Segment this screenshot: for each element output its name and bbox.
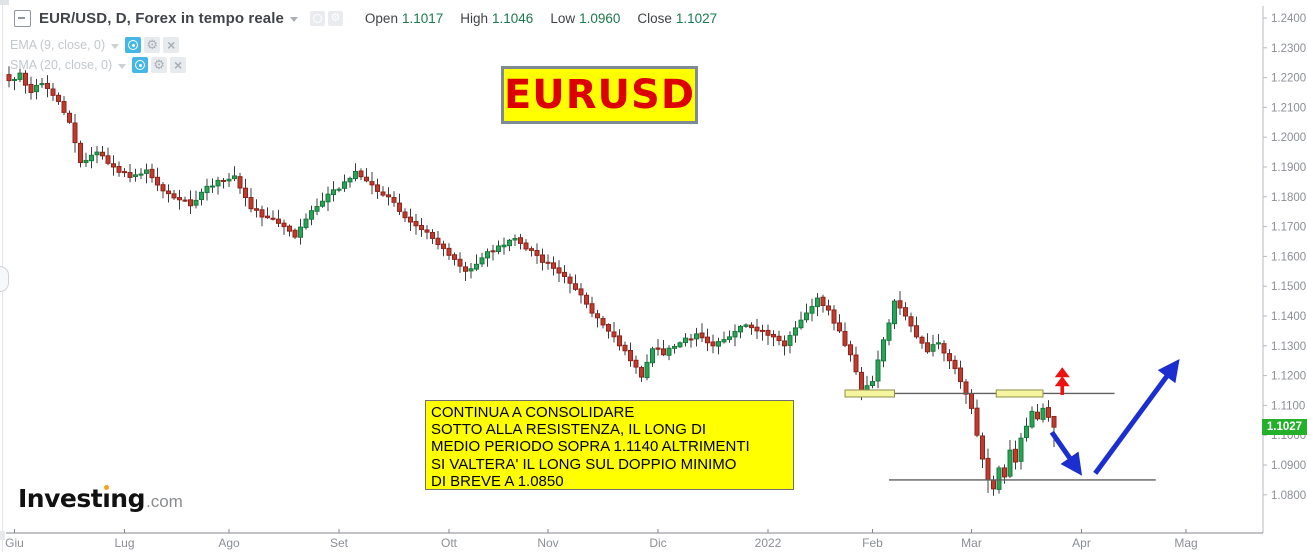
indicator-row-ema: EMA (9, close, 0) ⚙ × xyxy=(10,37,182,53)
svg-text:Giu: Giu xyxy=(5,536,24,550)
symbol-title[interactable]: EUR/USD, D, Forex in tempo reale xyxy=(39,10,284,27)
indicator-label[interactable]: EMA (9, close, 0) xyxy=(10,38,106,52)
note-line: SOTTO ALLA RESISTENZA, IL LONG DI xyxy=(431,421,707,439)
svg-text:Set: Set xyxy=(330,536,349,550)
logo-text: Investıng xyxy=(18,484,145,513)
svg-text:Apr: Apr xyxy=(1072,536,1091,550)
visibility-eye-icon[interactable] xyxy=(125,37,142,53)
highlight-boxes[interactable] xyxy=(844,389,1044,398)
blue-up-arrow[interactable] xyxy=(1093,358,1180,475)
note-line: MEDIO PERIODO SOPRA 1.1140 ALTRIMENTI xyxy=(431,438,750,456)
note-line: CONTINUA A CONSOLIDARE xyxy=(431,404,635,421)
visibility-eye-icon[interactable] xyxy=(132,57,149,73)
gear-icon[interactable]: ⚙ xyxy=(327,11,343,26)
svg-text:Ago: Ago xyxy=(218,536,240,550)
svg-text:1.2000: 1.2000 xyxy=(1271,132,1306,144)
level-lines[interactable] xyxy=(845,392,1156,481)
pair-label-annotation[interactable]: EURUSD xyxy=(501,66,698,124)
svg-text:Feb: Feb xyxy=(862,536,883,550)
pair-label-text: EURUSD xyxy=(503,72,696,118)
logo-suffix: .com xyxy=(145,492,183,511)
svg-text:1.1500: 1.1500 xyxy=(1271,281,1306,293)
blue-trend-arrows[interactable] xyxy=(1049,358,1180,476)
svg-text:1.2300: 1.2300 xyxy=(1271,43,1306,55)
ohlc-open: Open 1.1017 xyxy=(364,11,444,26)
svg-text:1.1700: 1.1700 xyxy=(1271,222,1306,234)
note-line: DI BREVE A 1.0850 xyxy=(431,472,564,490)
svg-text:1.2100: 1.2100 xyxy=(1271,102,1306,114)
candlestick-series xyxy=(6,66,1057,496)
svg-text:1.1300: 1.1300 xyxy=(1271,341,1306,353)
axis-corner-fragment xyxy=(0,531,5,540)
ohlc-low: Low 1.0960 xyxy=(550,11,621,26)
note-line: SI VALTERA' IL LONG SUL DOPPIO MINIMO xyxy=(431,455,737,473)
close-x-icon[interactable]: × xyxy=(170,57,187,73)
svg-text:1.1200: 1.1200 xyxy=(1271,371,1306,383)
indicator-label[interactable]: SMA (20, close, 0) xyxy=(10,58,113,72)
svg-text:Dic: Dic xyxy=(649,536,666,550)
svg-text:1.0900: 1.0900 xyxy=(1271,460,1306,472)
time-axis[interactable]: Giu Lug Ago Set Ott Nov Dic 2022 Feb Mar Apr Mag xyxy=(5,529,1263,550)
svg-text:1.1800: 1.1800 xyxy=(1271,192,1306,204)
svg-text:Ott: Ott xyxy=(441,536,458,550)
chevron-down-icon[interactable] xyxy=(289,17,298,22)
chevron-down-icon[interactable] xyxy=(118,63,127,69)
svg-text:Mar: Mar xyxy=(961,536,982,550)
svg-text:1.2400: 1.2400 xyxy=(1271,13,1306,25)
close-x-icon[interactable]: × xyxy=(163,37,180,53)
last-price-badge: 1.1027 xyxy=(1262,419,1307,435)
svg-text:1.2200: 1.2200 xyxy=(1271,73,1306,85)
settings-gear-icon[interactable]: ⚙ xyxy=(151,57,168,73)
price-axis[interactable]: 1.2400 1.2300 1.2200 1.2100 1.2000 1.1900 1.18… xyxy=(1262,6,1306,533)
svg-text:1.1900: 1.1900 xyxy=(1271,162,1306,174)
settings-gear-icon[interactable]: ⚙ xyxy=(144,37,161,53)
chart-header: EUR/USD, D, Forex in tempo reale ⚙ Open 1… xyxy=(14,10,717,27)
toolbar-fragment xyxy=(0,0,9,5)
svg-text:Lug: Lug xyxy=(114,536,134,550)
ohlc-high: High 1.1046 xyxy=(460,11,534,26)
svg-text:Mag: Mag xyxy=(1174,536,1197,550)
highlight-box[interactable] xyxy=(995,389,1044,398)
investing-logo: Investıng .com xyxy=(18,484,183,513)
ohlc-close: Close 1.1027 xyxy=(637,11,718,26)
svg-text:1.1100: 1.1100 xyxy=(1271,400,1305,412)
blue-down-arrow[interactable] xyxy=(1049,430,1083,476)
ohlc-readout: Open 1.1017 High 1.1046 Low 1.0960 Close 1.1… xyxy=(365,11,717,26)
svg-text:1.1600: 1.1600 xyxy=(1271,251,1306,263)
logo-orange-dot: ı xyxy=(102,484,111,513)
red-double-up-arrow[interactable] xyxy=(1054,367,1070,395)
eye-icon[interactable] xyxy=(309,11,325,26)
chevron-down-icon[interactable] xyxy=(111,43,120,49)
svg-text:1.1400: 1.1400 xyxy=(1271,311,1306,323)
svg-text:Nov: Nov xyxy=(537,536,558,550)
collapse-chart-icon[interactable] xyxy=(14,10,31,27)
indicator-row-sma: SMA (20, close, 0) ⚙ × xyxy=(10,57,189,73)
svg-text:1.0800: 1.0800 xyxy=(1271,490,1306,502)
svg-text:2022: 2022 xyxy=(755,536,782,550)
highlight-box[interactable] xyxy=(844,389,895,398)
analysis-note-annotation[interactable]: CONTINUA A CONSOLIDARE SOTTO ALLA RESIST… xyxy=(425,400,794,490)
